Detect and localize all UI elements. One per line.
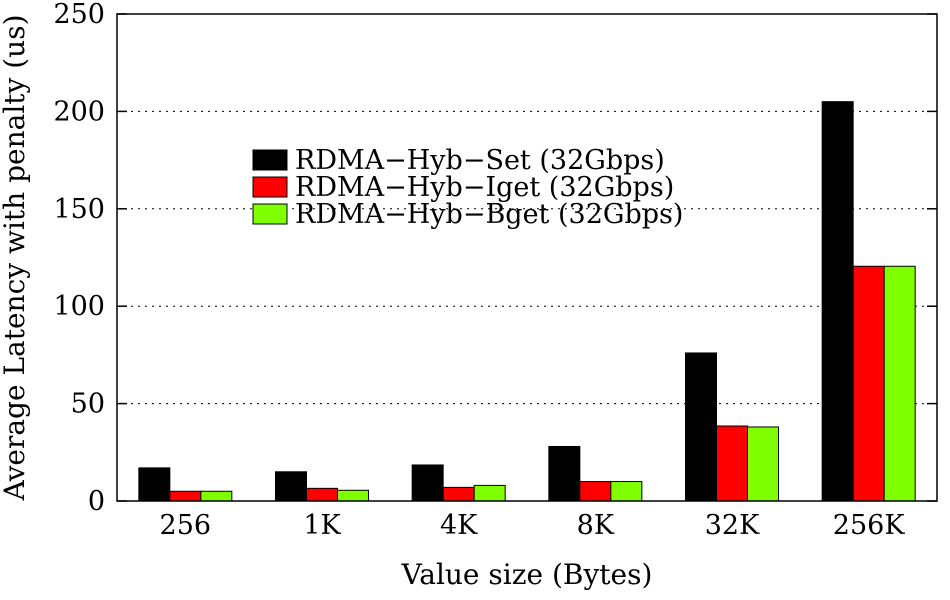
bar-1-32k (685, 352, 717, 502)
y-tick-label: 250 (53, 0, 105, 30)
legend-swatch (252, 176, 288, 198)
bar-2-1k (306, 487, 338, 502)
legend-label: RDMA−Hyb−Set (32Gbps) (295, 145, 665, 176)
bar-1-1k (275, 471, 307, 502)
bar-1-8k (548, 445, 581, 502)
y-tick-label: 0 (88, 486, 105, 517)
x-tick-label: 256K (833, 510, 906, 541)
legend-label: RDMA−Hyb−Bget (32Gbps) (295, 199, 683, 230)
plot-frame (116, 13, 938, 502)
x-tick-label: 1K (303, 510, 341, 541)
bar-2-8k (579, 481, 612, 502)
legend: RDMA−Hyb−Set (32Gbps)RDMA−Hyb−Iget (32Gb… (252, 145, 683, 230)
bar-1-256 (138, 467, 171, 502)
bar-3-32k (747, 426, 779, 502)
bars (138, 101, 916, 502)
bar-3-8k (610, 481, 643, 502)
y-tick-label: 150 (53, 194, 105, 225)
legend-swatch (252, 203, 288, 225)
legend-label: RDMA−Hyb−Iget (32Gbps) (295, 172, 674, 203)
y-tick-label: 100 (53, 291, 105, 322)
bar-1-4k (411, 464, 444, 502)
x-tick-label: 8K (577, 510, 615, 541)
y-axis-title: Average Latency with penalty (us) (0, 15, 31, 502)
axis-ticks: 0 50 100 150 200 250 256 1K 4K 8K 32K 256K (53, 0, 937, 541)
bar-2-32k (716, 425, 748, 502)
bar-1-256k (821, 101, 854, 502)
bar-3-4k (473, 484, 506, 502)
bar-2-256 (169, 490, 202, 502)
y-tick-label: 200 (53, 96, 105, 127)
bar-3-256 (200, 490, 233, 502)
bar-3-256k (883, 265, 916, 502)
x-tick-label: 4K (440, 510, 478, 541)
bar-2-4k (442, 486, 475, 502)
bar-2-256k (852, 265, 885, 502)
x-tick-label: 32K (705, 510, 760, 541)
y-tick-label: 50 (71, 389, 105, 420)
x-tick-label: 256 (160, 510, 212, 541)
x-axis-title: Value size (Bytes) (401, 558, 653, 591)
legend-swatch (252, 149, 288, 171)
bar-3-1k (337, 489, 369, 502)
